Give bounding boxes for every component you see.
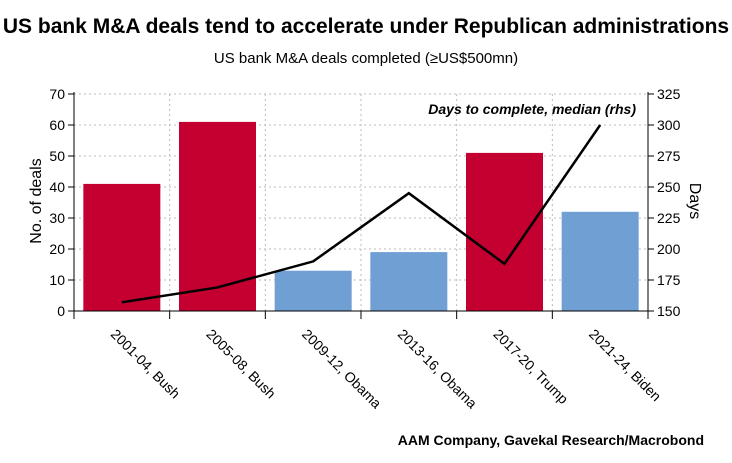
- days-line-series: [121, 124, 602, 304]
- left-tick-label: 20: [49, 241, 65, 257]
- bar-1: [83, 183, 161, 311]
- right-tick-label: 325: [657, 86, 681, 102]
- left-tick-label: 30: [49, 210, 65, 226]
- right-tick-label: 275: [657, 148, 681, 164]
- left-tick-label: 0: [57, 303, 65, 319]
- line-annotation: Days to complete, median (rhs): [428, 101, 636, 117]
- bar-2: [179, 121, 256, 312]
- right-tick-label: 175: [657, 272, 681, 288]
- left-tick-label: 70: [49, 86, 65, 102]
- right-tick-label: 250: [657, 179, 681, 195]
- source-note: AAM Company, Gavekal Research/Macrobond: [398, 432, 704, 448]
- bar-4: [370, 252, 448, 311]
- left-tick-labels: 0 10 20 30 40 50 60 70: [49, 86, 65, 319]
- category-label: 2005-08, Bush: [203, 326, 279, 402]
- category-label: 2021-24, Biden: [586, 326, 664, 404]
- y2-axis-label: Days: [686, 183, 703, 219]
- category-label: 2009-12, Obama: [299, 326, 385, 412]
- category-label: 2001-04, Bush: [108, 326, 184, 402]
- y-axis-label: No. of deals: [28, 158, 45, 243]
- bar-6: [561, 211, 639, 311]
- category-label: 2013-16, Obama: [395, 326, 481, 412]
- gridlines: [74, 93, 648, 311]
- category-tick-labels: 2001-04, Bush 2005-08, Bush 2009-12, Obama…: [108, 326, 665, 412]
- days-line: [121, 124, 602, 304]
- right-tick-label: 225: [657, 210, 681, 226]
- bar-5: [466, 152, 543, 311]
- right-tick-label: 150: [657, 303, 681, 319]
- category-label: 2017-20, Trump: [490, 326, 571, 407]
- right-tick-label: 200: [657, 241, 681, 257]
- right-tick-labels: 150 175 200 225 250 275 300 325: [657, 86, 681, 319]
- left-tick-label: 40: [49, 179, 65, 195]
- chart-title: US bank M&A deals tend to accelerate und…: [3, 15, 729, 38]
- axes: [68, 92, 654, 319]
- left-tick-label: 10: [49, 272, 65, 288]
- right-tick-label: 300: [657, 117, 681, 133]
- left-tick-label: 60: [49, 117, 65, 133]
- left-tick-label: 50: [49, 148, 65, 164]
- bar-3: [274, 270, 352, 311]
- chart-subtitle: US bank M&A deals completed (≥US$500mn): [214, 50, 518, 67]
